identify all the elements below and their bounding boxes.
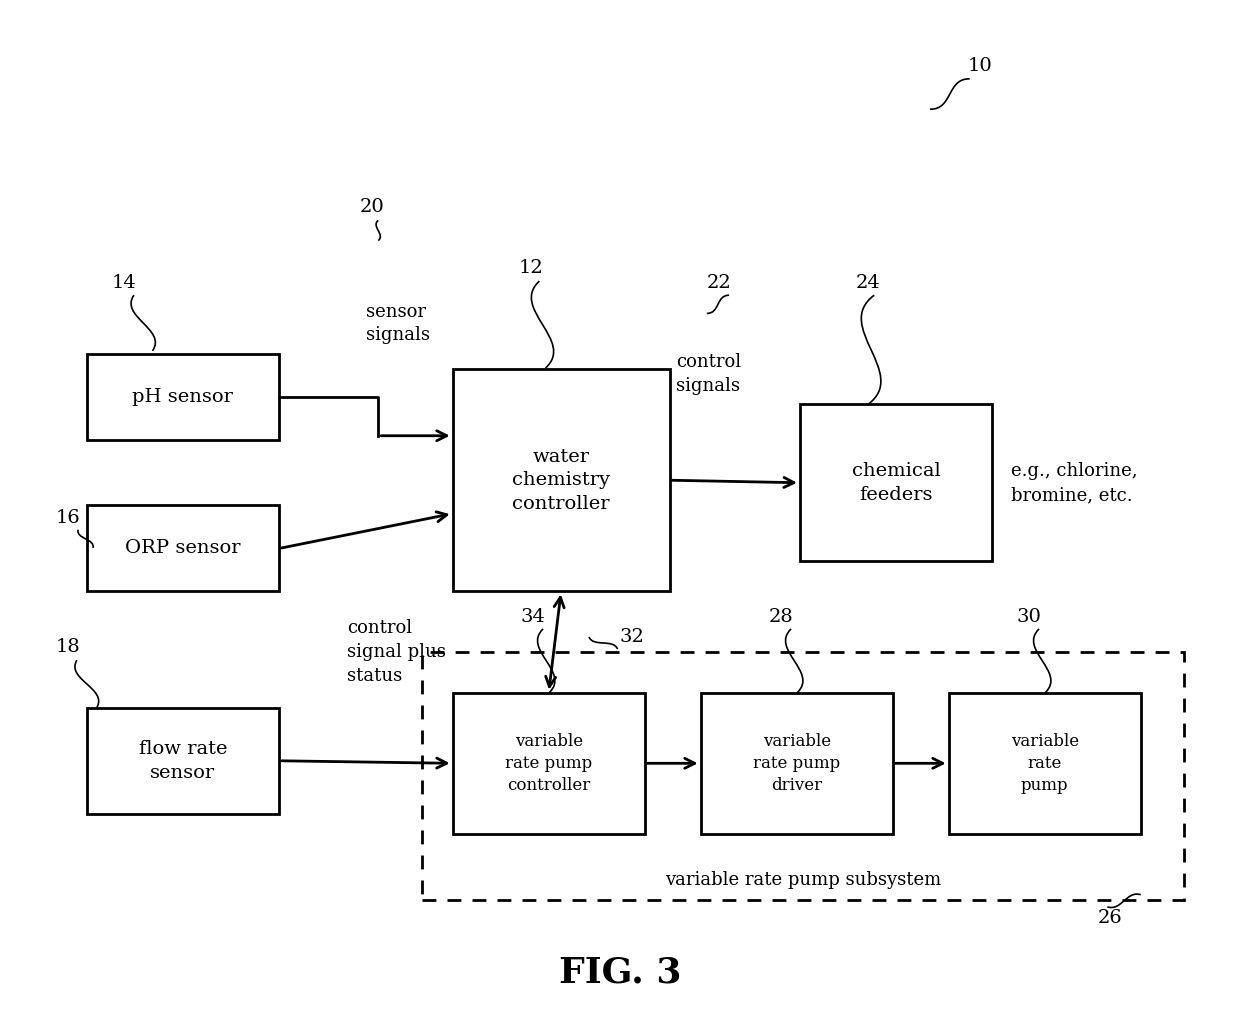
Text: control
signals: control signals <box>676 353 742 395</box>
Text: 14: 14 <box>112 274 136 292</box>
Bar <box>453 693 645 834</box>
Bar <box>701 693 893 834</box>
Text: 18: 18 <box>56 638 81 656</box>
Text: 32: 32 <box>620 628 645 646</box>
Text: variable
rate pump
driver: variable rate pump driver <box>753 733 841 794</box>
Text: 34: 34 <box>521 608 546 626</box>
Text: variable rate pump subsystem: variable rate pump subsystem <box>666 870 941 889</box>
Text: 20: 20 <box>360 198 384 216</box>
Text: e.g., chlorine,
bromine, etc.: e.g., chlorine, bromine, etc. <box>1011 462 1137 504</box>
Bar <box>453 369 670 591</box>
Bar <box>949 693 1141 834</box>
Bar <box>800 404 992 561</box>
Text: 16: 16 <box>56 509 81 527</box>
Text: 26: 26 <box>1097 909 1122 927</box>
Text: variable
rate pump
controller: variable rate pump controller <box>505 733 593 794</box>
Bar <box>87 506 279 591</box>
Text: control
signal plus
status: control signal plus status <box>347 620 446 684</box>
Text: 30: 30 <box>1017 608 1042 626</box>
Text: ORP sensor: ORP sensor <box>125 540 241 557</box>
Bar <box>87 708 279 814</box>
Text: sensor
signals: sensor signals <box>366 302 430 345</box>
Text: 12: 12 <box>518 259 543 277</box>
Text: 22: 22 <box>707 274 732 292</box>
Text: flow rate
sensor: flow rate sensor <box>139 740 227 782</box>
Text: FIG. 3: FIG. 3 <box>559 955 681 990</box>
Text: pH sensor: pH sensor <box>133 388 233 405</box>
Text: 28: 28 <box>769 608 794 626</box>
Text: 10: 10 <box>967 57 992 75</box>
Bar <box>422 652 1184 900</box>
Text: variable
rate
pump: variable rate pump <box>1011 733 1079 794</box>
Text: chemical
feeders: chemical feeders <box>852 462 940 503</box>
Bar <box>87 354 279 440</box>
Text: 24: 24 <box>856 274 880 292</box>
Text: water
chemistry
controller: water chemistry controller <box>512 448 610 513</box>
